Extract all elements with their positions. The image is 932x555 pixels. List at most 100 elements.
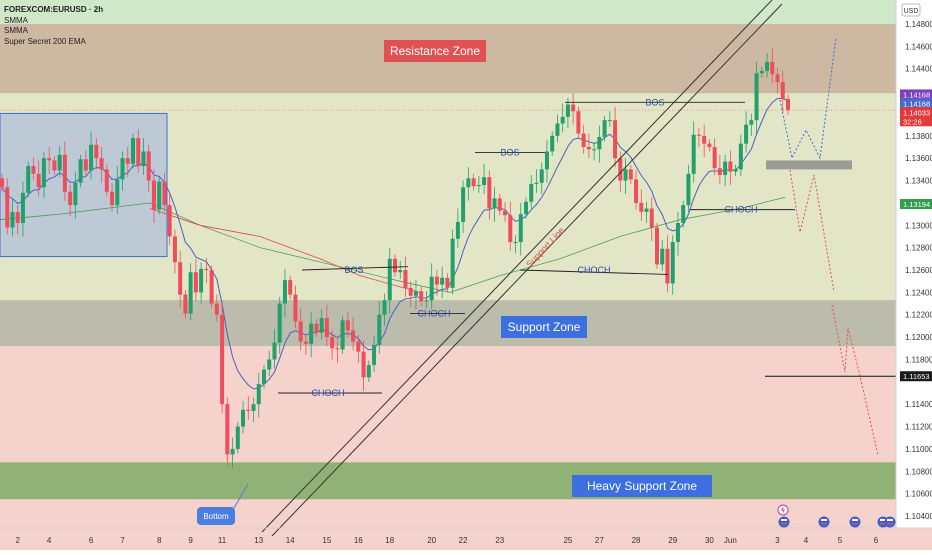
candle-body — [104, 169, 109, 192]
candle-body — [419, 291, 424, 302]
price-badge-bg-4 — [900, 199, 932, 210]
event-flag-stripe-red-2 — [852, 523, 858, 525]
candle-body — [639, 202, 644, 212]
candle-body — [204, 268, 209, 270]
candle-body — [555, 123, 560, 136]
candle-body — [607, 120, 612, 122]
y-tick-13: 1.11400 — [905, 400, 932, 409]
candle-body — [183, 294, 188, 314]
structure-label-4: CHOCH — [578, 265, 611, 275]
zone-label-2: Heavy Support Zone — [587, 479, 697, 493]
x-tick-8: 14 — [286, 536, 295, 545]
y-tick-5: 1.13400 — [905, 177, 932, 186]
bottom-callout-pointer — [233, 483, 249, 509]
x-tick-5: 9 — [188, 536, 193, 545]
candle-body — [686, 173, 691, 206]
x-tick-17: 28 — [632, 536, 641, 545]
candle-body — [696, 134, 701, 136]
candle-body — [775, 74, 780, 83]
candle-body — [361, 351, 366, 378]
candle-body — [649, 208, 654, 228]
candle-body — [581, 133, 586, 147]
candle-body — [99, 158, 104, 170]
symbol-label[interactable]: FOREXCOM:EURUSD · 2h — [4, 5, 104, 14]
candle-body — [162, 181, 167, 206]
candle-body — [408, 287, 413, 296]
event-flag-stripe-red-4 — [887, 523, 893, 525]
candle-body — [256, 384, 261, 405]
candle-body — [230, 448, 235, 455]
candle-body — [89, 144, 94, 171]
candle-body — [744, 124, 749, 144]
candle-body — [759, 70, 764, 74]
candle-body — [586, 147, 591, 150]
structure-label-2: BOS — [344, 265, 363, 275]
candle-body — [115, 179, 120, 206]
event-flag-icon-2 — [849, 516, 861, 528]
candle-body — [534, 182, 539, 184]
zone-label-bg-1 — [501, 316, 587, 338]
x-tick-1: 4 — [47, 536, 52, 545]
candle-body — [482, 177, 487, 186]
y-tick-4: 1.13600 — [905, 154, 932, 163]
candle-body — [398, 270, 403, 273]
candle-body — [288, 280, 293, 295]
candle-body — [461, 187, 466, 222]
candle-body — [565, 104, 570, 117]
candle-body — [178, 262, 183, 295]
candle-body — [513, 242, 518, 244]
candle-body — [262, 369, 266, 385]
candle-body — [665, 248, 670, 284]
candle-body — [15, 211, 20, 224]
candle-body — [503, 210, 508, 216]
candle-body — [41, 158, 46, 188]
candle-body — [544, 151, 549, 170]
candle-body — [246, 409, 251, 411]
candle-body — [241, 409, 246, 427]
candle-body — [508, 215, 513, 243]
candle-body — [31, 166, 36, 174]
x-tick-18: 29 — [668, 536, 677, 545]
price-axis-bg — [896, 0, 932, 528]
candle-body — [172, 236, 177, 263]
zone-1 — [0, 300, 896, 347]
candle-body — [382, 300, 387, 315]
time-axis-bg — [0, 528, 932, 550]
candle-body — [330, 337, 335, 349]
candle-body — [0, 178, 4, 188]
candle-body — [62, 154, 67, 192]
smma-red-line — [149, 208, 421, 293]
zone-label-0: Resistance Zone — [390, 44, 480, 58]
range-box — [0, 112, 168, 258]
candle-body — [786, 98, 790, 111]
candle-body — [214, 303, 219, 315]
candle-body — [571, 104, 576, 112]
zone-label-1: Support Zone — [508, 320, 581, 334]
candle-body — [47, 158, 52, 161]
event-flag-icon-4 — [884, 516, 896, 528]
y-tick-16: 1.10800 — [905, 467, 932, 476]
candle-body — [26, 166, 31, 193]
candle-body — [712, 147, 717, 169]
x-tick-14: 23 — [495, 536, 504, 545]
y-tick-0: 1.14800 — [905, 20, 932, 29]
candle-body — [592, 149, 597, 151]
candle-body — [770, 62, 775, 75]
candle-body — [303, 341, 308, 344]
legend: FOREXCOM:EURUSD · 2h SMMA SMMA Super Sec… — [4, 5, 103, 47]
candle-body — [618, 158, 623, 181]
candle-body — [272, 342, 277, 360]
candle-body — [57, 154, 62, 171]
indicator-smma-1[interactable]: SMMA — [4, 15, 28, 25]
indicator-ema-200[interactable]: Super Secret 200 EMA — [4, 36, 86, 46]
projection-bearish-1 — [789, 169, 835, 293]
candle-body — [298, 321, 303, 342]
indicator-smma-2[interactable]: SMMA — [4, 26, 28, 35]
y-tick-8: 1.12600 — [905, 266, 932, 275]
structure-label-3: CHOCH — [418, 309, 451, 319]
candle-body — [83, 159, 88, 171]
event-flag-stripe-red-1 — [821, 523, 827, 525]
candle-body — [691, 134, 696, 174]
x-tick-7: 13 — [254, 536, 263, 545]
